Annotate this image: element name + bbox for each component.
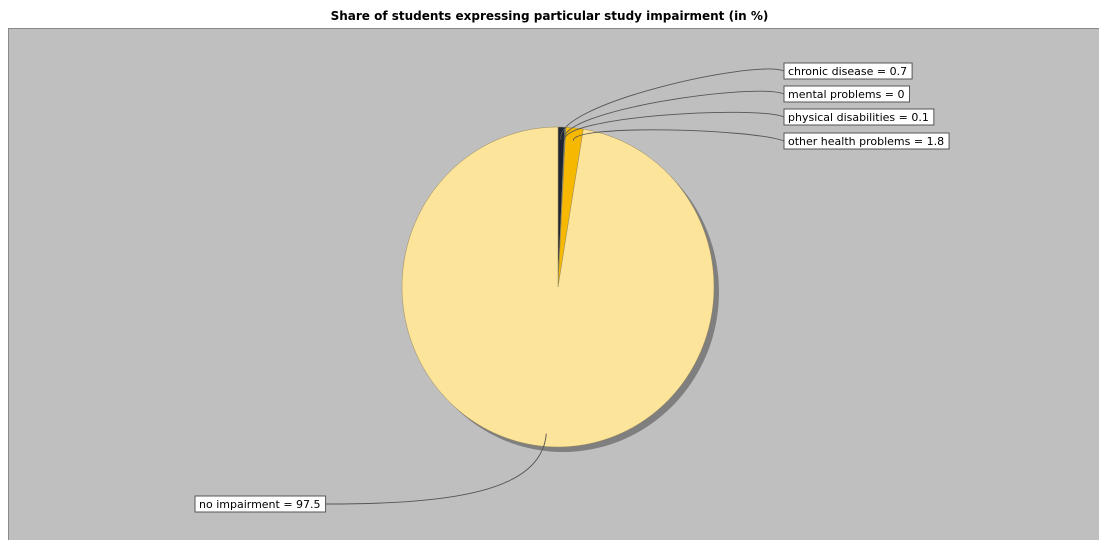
pie-label-box	[194, 495, 327, 513]
pie-label-text: no impairment = 97.5	[199, 498, 321, 511]
pie-leader-line	[560, 68, 785, 140]
pie-label-box	[783, 62, 913, 80]
pie-label-box	[783, 132, 950, 150]
pie-slice-no-impairment	[401, 126, 715, 448]
pie-label-text: mental problems = 0	[788, 88, 905, 101]
pie-label-text: chronic disease = 0.7	[788, 65, 907, 78]
pie-leader-line	[564, 111, 785, 141]
chart-title: Share of students expressing particular …	[330, 9, 769, 23]
pie-label-text: physical disabilities = 0.1	[788, 111, 929, 124]
pie-leader-line	[572, 129, 785, 142]
pie-label-text: other health problems = 1.8	[788, 135, 944, 148]
pie-leader-line	[563, 90, 785, 141]
pie-leader-line	[325, 433, 547, 505]
pie-label-box	[783, 108, 935, 126]
pie-label-box	[783, 85, 911, 103]
